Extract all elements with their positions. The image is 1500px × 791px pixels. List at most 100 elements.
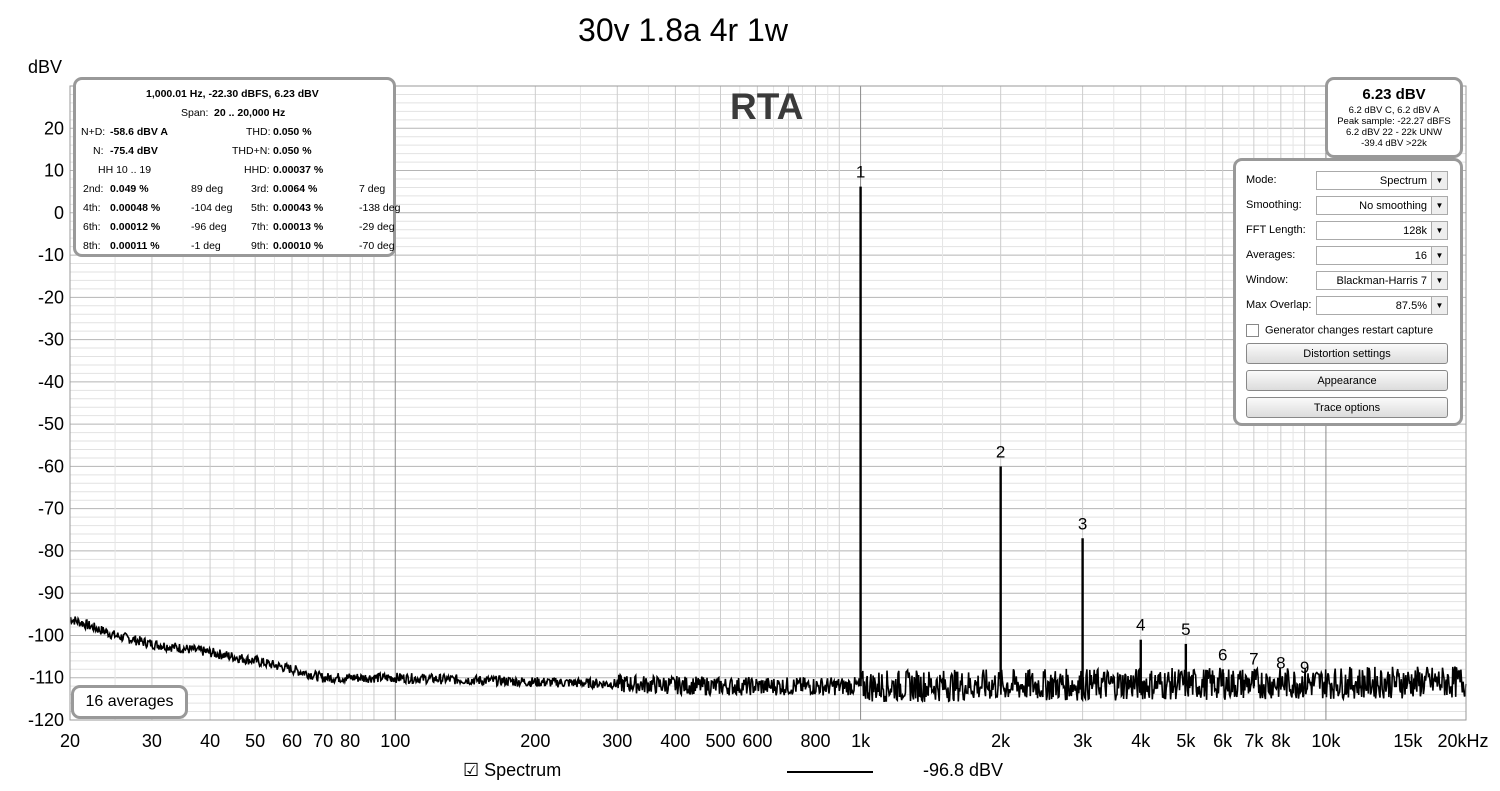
plot-border <box>69 85 1467 721</box>
legend-checkbox-icon[interactable]: ☑ <box>463 760 480 780</box>
n-label: N: <box>93 145 104 157</box>
control-select[interactable]: Blackman-Harris 7 ▼ <box>1316 271 1448 290</box>
x-tick-label: 3k <box>1073 731 1093 751</box>
control-label: Window: <box>1246 274 1289 286</box>
span-value: 20 .. 20,000 Hz <box>214 107 286 119</box>
chevron-down-icon[interactable]: ▼ <box>1431 222 1447 239</box>
harmonic-label: 3 <box>1078 514 1087 533</box>
x-tick-label: 800 <box>800 731 830 751</box>
x-tick-label: 8k <box>1271 731 1291 751</box>
control-select[interactable]: No smoothing ▼ <box>1316 196 1448 215</box>
control-label: Max Overlap: <box>1246 299 1312 311</box>
trace-options-button[interactable]: Trace options <box>1246 397 1448 418</box>
control-label: Smoothing: <box>1246 199 1302 211</box>
chevron-down-icon[interactable]: ▼ <box>1431 172 1447 189</box>
harmonic-v2: 0.00010 % <box>273 240 324 252</box>
y-tick-label: -70 <box>38 499 64 519</box>
harmonic-v2: 0.0064 % <box>273 183 318 195</box>
x-tick-label: 50 <box>245 731 265 751</box>
level-line-4: -39.4 dBV >22k <box>1361 138 1427 149</box>
x-tick-label: 5k <box>1176 731 1196 751</box>
x-tick-label: 4k <box>1131 731 1151 751</box>
x-tick-label: 300 <box>602 731 632 751</box>
chevron-down-icon[interactable]: ▼ <box>1431 197 1447 214</box>
info-header: 1,000.01 Hz, -22.30 dBFS, 6.23 dBV <box>146 88 319 100</box>
level-line-2: Peak sample: -22.27 dBFS <box>1337 116 1451 127</box>
harmonic-d2: -29 deg <box>359 221 395 233</box>
x-tick-label: 70 <box>313 731 333 751</box>
harmonic-v1: 0.00012 % <box>110 221 161 233</box>
harmonic-v1: 0.00011 % <box>110 240 160 252</box>
x-tick-label: 60 <box>282 731 302 751</box>
control-row: Max Overlap: 87.5% ▼ <box>1246 296 1451 316</box>
control-value: 87.5% <box>1395 300 1427 312</box>
grid <box>69 85 1467 721</box>
x-tick-label: 20 <box>60 731 80 751</box>
harmonic-label: 4 <box>1136 616 1145 635</box>
harmonic-label: 5 <box>1181 620 1190 639</box>
x-tick-label: 15k <box>1393 731 1423 751</box>
x-tick-label: 80 <box>340 731 360 751</box>
harmonic-label: 8 <box>1276 654 1285 673</box>
controls-panel: Mode: Spectrum ▼ Smoothing: No smoothing ▼ FFT… <box>1233 158 1463 426</box>
nd-label: N+D: <box>81 126 106 138</box>
harmonic-d2: -70 deg <box>359 240 395 252</box>
distortion-settings-button[interactable]: Distortion settings <box>1246 343 1448 364</box>
thdn-label: THD+N: <box>232 145 271 157</box>
x-tick-label: 20kHz <box>1437 731 1488 751</box>
y-tick-label: -90 <box>38 583 64 603</box>
x-tick-label: 6k <box>1213 731 1233 751</box>
nd-value: -58.6 dBV A <box>110 126 168 138</box>
harmonic-d1: -1 deg <box>191 240 221 252</box>
thdn-value: 0.050 % <box>273 145 312 157</box>
appearance-button[interactable]: Appearance <box>1246 370 1448 391</box>
y-tick-label: -30 <box>38 330 64 350</box>
harmonic-l1: 8th: <box>83 240 101 252</box>
legend-value: -96.8 dBV <box>923 760 1004 780</box>
harmonic-label: 1 <box>856 163 865 182</box>
harmonic-v1: 0.00048 % <box>110 202 161 214</box>
control-select[interactable]: 128k ▼ <box>1316 221 1448 240</box>
spectrum-trace <box>69 615 1467 703</box>
x-tick-label: 200 <box>520 731 550 751</box>
y-tick-label: -120 <box>28 710 64 730</box>
level-panel: 6.23 dBV 6.2 dBV C, 6.2 dBV A Peak sampl… <box>1325 77 1463 158</box>
harmonic-d2: -138 deg <box>359 202 401 214</box>
hh-label: HH 10 .. 19 <box>98 164 152 176</box>
checkbox-box[interactable] <box>1246 324 1259 337</box>
chart-title: 30v 1.8a 4r 1w <box>578 12 788 48</box>
x-tick-label: 7k <box>1244 731 1264 751</box>
harmonic-l1: 6th: <box>83 221 101 233</box>
x-tick-label: 10k <box>1311 731 1341 751</box>
control-value: Spectrum <box>1379 175 1427 187</box>
y-tick-label: -50 <box>38 414 64 434</box>
chevron-down-icon[interactable]: ▼ <box>1431 272 1447 289</box>
x-tick-label: 2k <box>991 731 1011 751</box>
legend-series[interactable]: ☑ Spectrum <box>463 760 561 781</box>
generator-restart-checkbox[interactable]: Generator changes restart capture <box>1246 324 1433 337</box>
distortion-info-panel: 1,000.01 Hz, -22.30 dBFS, 6.23 dBV Span:… <box>73 77 400 257</box>
control-row: Mode: Spectrum ▼ <box>1246 171 1451 191</box>
averages-badge: 16 averages <box>71 685 188 719</box>
thd-value: 0.050 % <box>273 126 312 138</box>
y-tick-label: -40 <box>38 372 64 392</box>
n-value: -75.4 dBV <box>110 145 158 157</box>
y-tick-label: -10 <box>38 245 64 265</box>
chevron-down-icon[interactable]: ▼ <box>1431 297 1447 314</box>
x-tick-label: 1k <box>851 731 871 751</box>
control-label: Mode: <box>1246 174 1277 186</box>
control-select[interactable]: Spectrum ▼ <box>1316 171 1448 190</box>
legend-line-swatch <box>787 771 873 773</box>
rta-label: RTA <box>730 86 804 127</box>
x-tick-label: 500 <box>705 731 735 751</box>
y-tick-label: -60 <box>38 456 64 476</box>
harmonic-l2: 5th: <box>251 202 269 214</box>
legend-series-name: Spectrum <box>484 760 562 780</box>
level-line-3: 6.2 dBV 22 - 22k UNW <box>1345 127 1443 138</box>
control-select[interactable]: 87.5% ▼ <box>1316 296 1448 315</box>
y-tick-label: 10 <box>44 161 64 181</box>
control-select[interactable]: 16 ▼ <box>1316 246 1448 265</box>
control-row: Window: Blackman-Harris 7 ▼ <box>1246 271 1451 291</box>
chevron-down-icon[interactable]: ▼ <box>1431 247 1447 264</box>
